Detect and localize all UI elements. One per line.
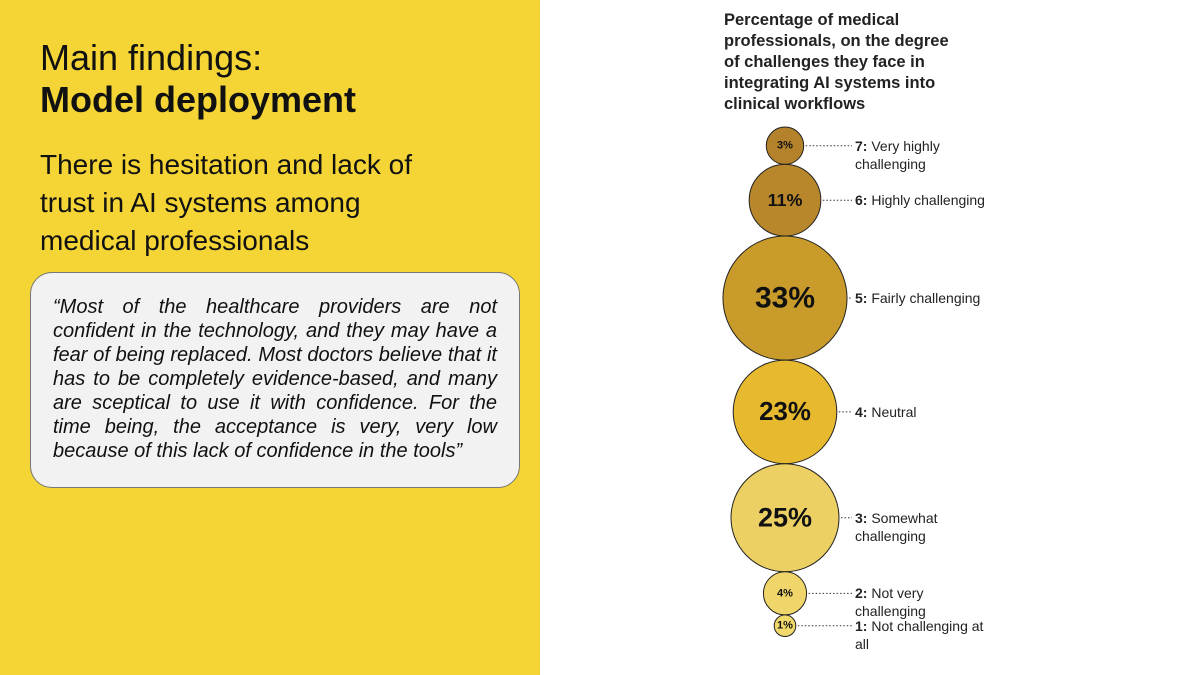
level: 4: (855, 403, 868, 420)
category-label: 7: Very highly challenging (855, 137, 985, 173)
value-label: 23% (759, 398, 811, 426)
level: 5: (855, 290, 868, 307)
category-label: 3: Somewhat challenging (855, 509, 985, 545)
category-label: 4: Neutral (855, 403, 985, 421)
value-label: 33% (755, 282, 815, 315)
level: 3: (855, 509, 868, 526)
subheading: There is hesitation and lack of trust in… (40, 149, 412, 256)
left-panel: Main findings: Model deployment There is… (0, 0, 540, 675)
heading: Main findings: (40, 37, 263, 78)
value-label: 11% (768, 190, 803, 210)
category-label: 2: Not very challenging (855, 584, 985, 620)
value-label: 3% (777, 140, 793, 152)
chart-title: Percentage of medical professionals, on … (724, 11, 949, 113)
category: Somewhat challenging (855, 509, 938, 544)
quote: “Most of the healthcare providers are no… (30, 272, 520, 488)
bubble (773, 614, 797, 638)
category: Not very challenging (855, 585, 926, 620)
category: Neutral (871, 403, 917, 420)
category-label: 5: Fairly challenging (855, 289, 985, 307)
level: 6: (855, 192, 868, 209)
heading-bold: Model deployment (40, 79, 357, 120)
value-label: 4% (777, 587, 793, 599)
category: Not challenging at all (855, 617, 984, 652)
category-label: 6: Highly challenging (855, 191, 985, 209)
category: Fairly challenging (871, 290, 981, 307)
level: 7: (855, 137, 868, 154)
level: 1: (855, 617, 868, 634)
category: Highly challenging (871, 192, 985, 209)
level: 2: (855, 585, 868, 602)
value-label: 25% (758, 503, 812, 533)
category-label: 1: Not challenging at all (855, 617, 985, 653)
value-label: 1% (777, 620, 793, 632)
category: Very highly challenging (855, 137, 940, 172)
